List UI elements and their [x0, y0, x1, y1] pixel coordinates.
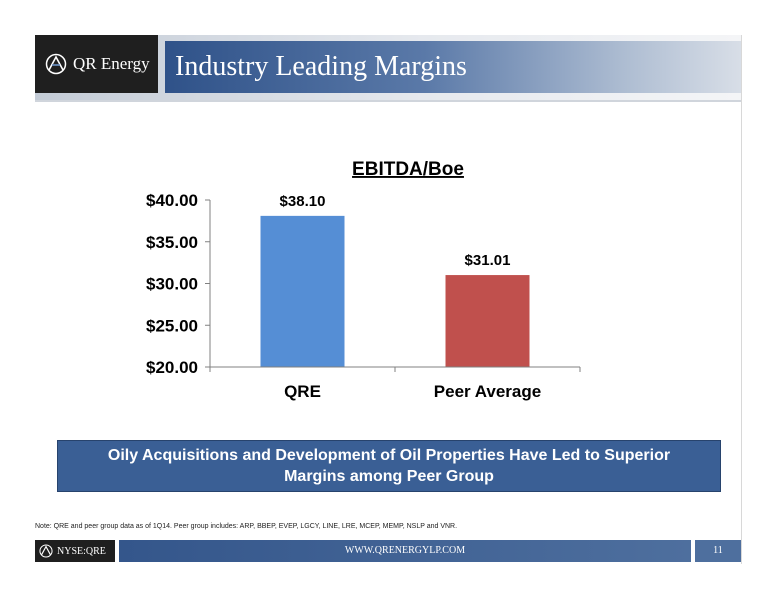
slide: QR Energy Industry Leading Margins EBITD… — [35, 35, 742, 564]
y-tick-label: $20.00 — [146, 358, 198, 377]
data-label: $31.01 — [465, 252, 511, 269]
footer: NYSE:QRE WWW.QRENERGYLP.COM 11 — [35, 540, 741, 562]
qr-energy-logo-icon — [45, 53, 67, 75]
ebitda-chart: EBITDA/Boe $20.00 $25.00 $30.00 $35.00 $40.0… — [146, 159, 581, 401]
bar-qre — [260, 215, 345, 367]
x-category-label: QRE — [284, 382, 321, 401]
footnote: Note: QRE and peer group data as of 1Q14… — [35, 523, 458, 530]
chart-title: EBITDA/Boe — [352, 159, 464, 180]
y-tick-label: $40.00 — [146, 191, 198, 210]
data-label: $38.10 — [280, 193, 326, 210]
footer-website-link[interactable]: WWW.QRENERGYLP.COM — [119, 540, 691, 562]
footer-ticker: NYSE:QRE — [57, 545, 106, 557]
footer-ticker-box: NYSE:QRE — [35, 540, 115, 562]
company-logo: QR Energy — [35, 35, 158, 93]
y-tick-label: $25.00 — [146, 316, 198, 335]
page-number: 11 — [695, 540, 741, 562]
slide-title: Industry Leading Margins — [175, 51, 467, 82]
callout-banner: Oily Acquisitions and Development of Oil… — [57, 440, 721, 492]
logo-text: QR Energy — [73, 54, 150, 73]
qr-energy-small-logo-icon — [39, 544, 53, 558]
x-category-label: Peer Average — [434, 382, 541, 401]
y-tick-label: $35.00 — [146, 233, 198, 252]
title-band: Industry Leading Margins — [165, 41, 741, 93]
y-tick-label: $30.00 — [146, 275, 198, 294]
header-divider — [35, 100, 741, 102]
header: QR Energy Industry Leading Margins — [35, 35, 741, 100]
bar-peer-average — [445, 275, 530, 367]
